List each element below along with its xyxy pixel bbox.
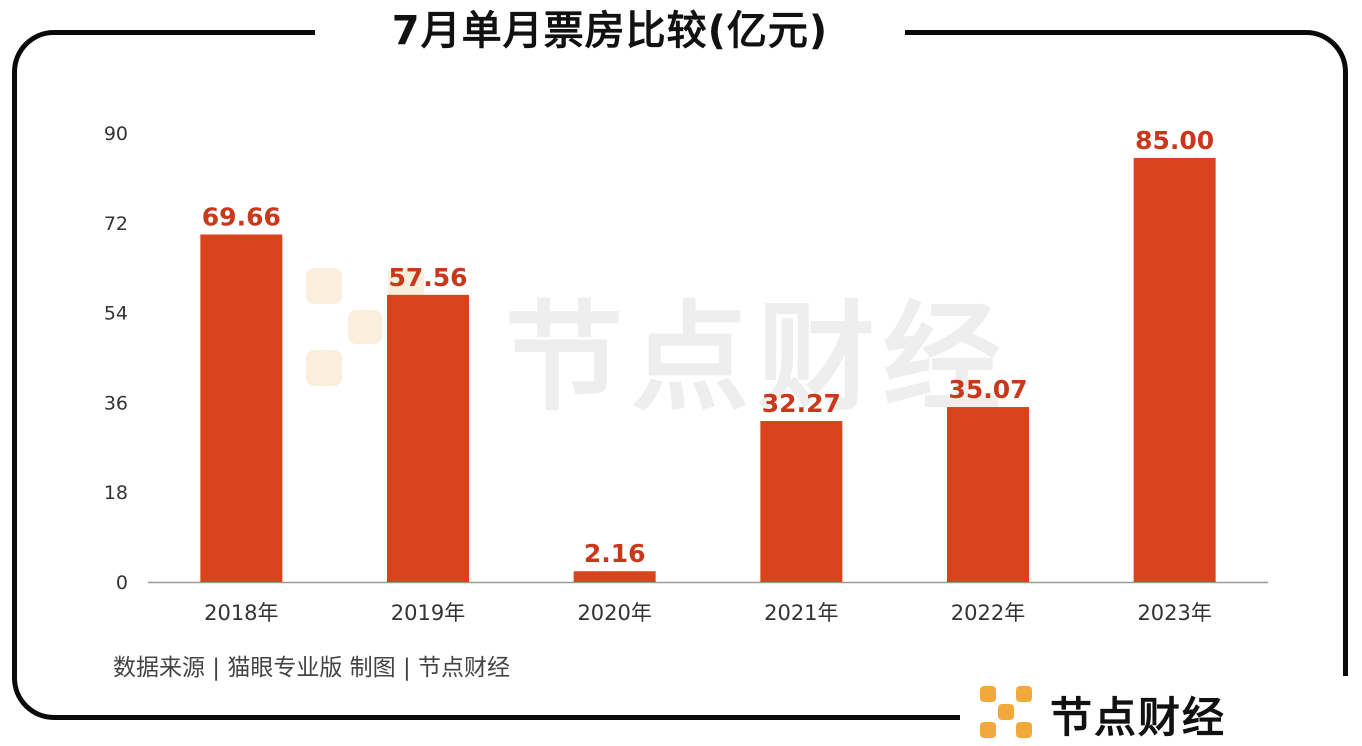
bar-2023年 xyxy=(1133,157,1216,582)
bar-value-label: 2.16 xyxy=(584,539,646,568)
brand-logo-icon xyxy=(980,686,1032,738)
bar-value-label: 35.07 xyxy=(948,375,1027,404)
x-tick-label: 2019年 xyxy=(391,601,465,625)
y-tick-label: 36 xyxy=(104,392,128,414)
bar-2021年 xyxy=(760,421,843,582)
y-tick-label: 0 xyxy=(116,572,128,594)
watermark-text: 节点财经 xyxy=(505,289,1010,427)
brand-name: 节点财经 xyxy=(1050,693,1227,742)
bar-2022年 xyxy=(947,407,1029,582)
bar-value-label: 32.27 xyxy=(762,389,841,418)
x-tick-label: 2020年 xyxy=(577,601,651,625)
bar-2019年 xyxy=(387,294,469,582)
bar-value-label: 57.56 xyxy=(388,263,467,292)
title-background xyxy=(315,0,905,62)
x-tick-label: 2022年 xyxy=(951,601,1025,625)
y-tick-label: 90 xyxy=(104,123,128,145)
y-tick-label: 72 xyxy=(104,213,128,235)
x-tick-label: 2021年 xyxy=(764,601,838,625)
chart-title: 7月单月票房比较(亿元) xyxy=(391,8,829,54)
y-tick-label: 54 xyxy=(104,303,128,325)
x-tick-label: 2023年 xyxy=(1137,601,1211,625)
bar-value-label: 85.00 xyxy=(1135,126,1214,155)
bar-value-label: 69.66 xyxy=(202,202,281,231)
bar-2020年 xyxy=(573,571,656,582)
bar-2018年 xyxy=(200,234,283,582)
x-tick-label: 2018年 xyxy=(204,601,278,625)
source-note: 数据来源 | 猫眼专业版 制图 | 节点财经 xyxy=(113,655,511,681)
y-tick-label: 18 xyxy=(104,482,128,504)
